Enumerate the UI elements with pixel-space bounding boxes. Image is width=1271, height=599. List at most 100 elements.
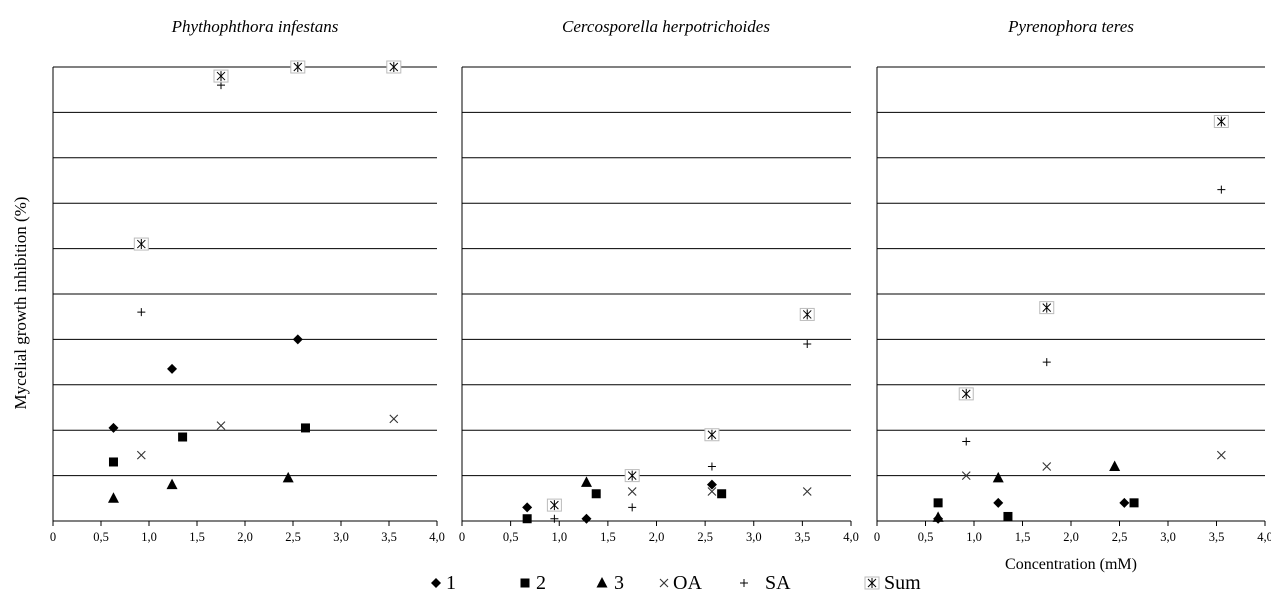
series-1 [933, 497, 1130, 524]
data-point-diamond [522, 502, 533, 513]
panel-title: Pyrenophora teres [1007, 17, 1134, 36]
series-2 [522, 489, 727, 524]
data-point-square [591, 489, 601, 499]
data-point-plus [803, 339, 812, 348]
data-point-diamond [1119, 497, 1130, 508]
data-point-sum [386, 60, 402, 74]
x-tick-label: 1,5 [1015, 530, 1031, 544]
series-oa [549, 487, 812, 510]
data-point-sum [704, 428, 720, 442]
legend-label: Sum [884, 572, 921, 594]
data-point-diamond [167, 363, 178, 374]
data-point-plus [137, 308, 146, 317]
legend-label: 1 [446, 572, 456, 594]
series-sum [133, 60, 402, 251]
x-tick-label: 0,5 [93, 530, 109, 544]
x-tick-label: 3,0 [1160, 530, 1176, 544]
data-point-square [108, 457, 118, 467]
panel-1: Phythophthora infestans 0 0,5 1,0 1,5 2,0 2,5 3… [50, 17, 445, 544]
data-point-sum [958, 387, 974, 401]
x-tick-label: 0 [874, 530, 880, 544]
data-point-sum [1213, 114, 1229, 128]
data-point-plus [1042, 358, 1051, 367]
data-point-x [389, 414, 399, 424]
data-point-diamond [292, 334, 303, 345]
x-tick-label: 2,0 [237, 530, 253, 544]
data-point-sum [1039, 301, 1055, 315]
data-point-triangle [107, 492, 119, 503]
legend-item-oa: OA [659, 572, 702, 594]
x-tick-label: 3,5 [381, 530, 397, 544]
legend-label: 2 [536, 572, 546, 594]
data-point-triangle [282, 471, 294, 483]
x-tick-label: 2,0 [1063, 530, 1079, 544]
chart-legend: 1 2 3 OA SA Sum [431, 572, 921, 594]
data-point-plus [550, 514, 559, 523]
panel-2: Cercosporella herpotrichoides 0 0,5 1,0 1,5 2… [459, 17, 859, 544]
data-point-x [216, 421, 226, 431]
data-point-square [522, 514, 532, 524]
data-point-sum [799, 307, 815, 321]
data-point-sum [213, 69, 229, 83]
series-3 [932, 460, 1121, 522]
x-tick-label: 0 [459, 530, 465, 544]
x-tick-label: 3,0 [333, 530, 349, 544]
data-point-diamond [108, 422, 119, 433]
data-point-x [961, 471, 971, 480]
x-tick-label: 1,5 [189, 530, 205, 544]
x-tick-label: 2,5 [697, 530, 713, 544]
legend-marker-diamond [431, 578, 441, 588]
x-tick-label: 4,0 [429, 530, 445, 544]
x-tick-label: 1,0 [966, 530, 982, 544]
data-point-sum [624, 469, 640, 483]
panel-3: Pyrenophora teres 0 0,5 1,0 1,5 2,0 2,5 3,0 3,5 4… [874, 17, 1271, 544]
legend-item-3: 3 [596, 572, 624, 594]
legend-label: 3 [614, 572, 624, 594]
data-point-x [136, 450, 146, 460]
series-sa [550, 339, 812, 523]
data-point-square [717, 489, 727, 499]
x-tick-label: 4,0 [1257, 530, 1271, 544]
chart-panels: Phythophthora infestans 0 0,5 1,0 1,5 2,0 2,5 3… [50, 17, 1271, 544]
data-point-triangle [932, 511, 944, 522]
data-point-square [933, 498, 943, 508]
data-point-plus [962, 437, 971, 446]
data-point-sum [133, 237, 149, 251]
data-point-plus [707, 462, 716, 471]
data-point-diamond [581, 513, 592, 524]
data-point-sum [290, 60, 306, 74]
data-point-plus [1217, 185, 1226, 194]
data-point-x [802, 487, 812, 496]
legend-item-sa: SA [740, 572, 791, 594]
x-tick-label: 1,0 [551, 530, 567, 544]
series-1 [108, 334, 303, 433]
legend-marker-sum [864, 576, 880, 590]
data-point-triangle [1109, 460, 1121, 472]
series-oa [136, 414, 399, 460]
y-axis-label: Mycelial growth inhibition (%) [11, 197, 30, 410]
data-point-diamond [706, 479, 717, 490]
x-tick-label: 3,5 [795, 530, 811, 544]
data-point-triangle [992, 471, 1004, 483]
data-point-x [1216, 450, 1226, 460]
legend-marker-plus [740, 579, 748, 587]
legend-label: OA [673, 572, 702, 594]
series-sum [546, 307, 815, 512]
legend-item-1: 1 [431, 572, 456, 594]
data-point-triangle [580, 476, 592, 487]
data-point-x [1042, 462, 1052, 471]
legend-marker-triangle [596, 577, 608, 588]
panel-title: Phythophthora infestans [171, 17, 339, 36]
x-tick-label: 4,0 [843, 530, 859, 544]
x-tick-label: 2,5 [285, 530, 301, 544]
data-point-square [178, 432, 188, 442]
x-axis-label: Concentration (mM) [1005, 556, 1137, 573]
legend-item-2: 2 [520, 572, 546, 594]
x-tick-label: 1,0 [141, 530, 157, 544]
data-point-plus [628, 503, 637, 512]
x-tick-label: 0 [50, 530, 56, 544]
series-oa [961, 450, 1226, 480]
legend-label: SA [765, 572, 791, 594]
x-tick-label: 2,5 [1112, 530, 1128, 544]
